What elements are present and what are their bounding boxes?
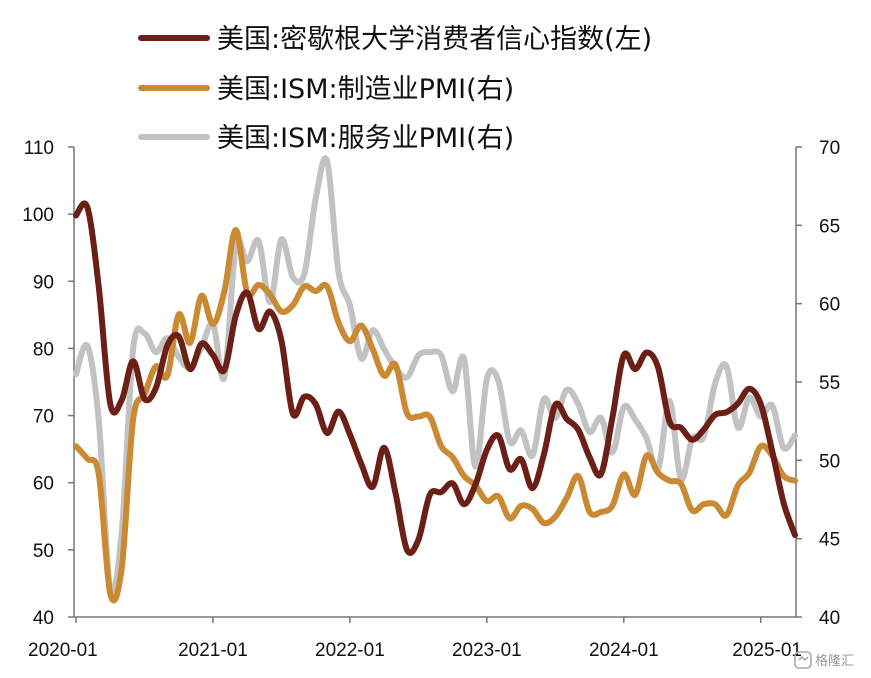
- series-layer: [73, 155, 798, 604]
- right-tick-label: 40: [819, 608, 840, 629]
- right-tick-label: 65: [819, 216, 840, 237]
- legend-label-manufacturing-pmi: 美国:ISM:制造业PMI(右): [217, 74, 514, 105]
- left-tick-label: 90: [33, 272, 54, 293]
- watermark: 格隆汇: [794, 651, 854, 669]
- watermark-text: 格隆汇: [815, 653, 854, 669]
- left-axis-ticks: 40 50 60 70 80 90 100 110: [22, 138, 74, 629]
- legend-label-services-pmi: 美国:ISM:服务业PMI(右): [217, 123, 514, 154]
- left-tick-label: 110: [24, 138, 54, 159]
- left-tick-label: 70: [33, 407, 54, 428]
- x-tick-label: 2023-01: [452, 640, 522, 661]
- legend-item-consumer-sentiment: 美国:密歇根大学消费者信心指数(左): [138, 24, 652, 55]
- axes: [73, 147, 797, 618]
- right-tick-label: 50: [819, 451, 840, 472]
- legend: 美国:密歇根大学消费者信心指数(左) 美国:ISM:制造业PMI(右) 美国:I…: [138, 24, 652, 154]
- legend-item-manufacturing-pmi: 美国:ISM:制造业PMI(右): [138, 74, 514, 105]
- right-tick-label: 60: [819, 295, 840, 316]
- right-tick-label: 45: [819, 530, 840, 551]
- x-tick-label: 2025-01: [732, 640, 802, 661]
- x-tick-label: 2022-01: [315, 640, 385, 661]
- series-line-consumer-sentiment: [73, 200, 798, 556]
- series-line-services-pmi: [73, 155, 798, 597]
- legend-label-consumer-sentiment: 美国:密歇根大学消费者信心指数(左): [217, 24, 652, 55]
- left-tick-label: 100: [22, 205, 54, 226]
- right-tick-label: 55: [819, 373, 840, 394]
- left-tick-label: 80: [33, 339, 54, 360]
- left-tick-label: 60: [33, 474, 54, 495]
- x-tick-label: 2020-01: [28, 640, 98, 661]
- x-axis-ticks: 2020-01 2021-01 2022-01 2023-01 2024-01 2025-…: [28, 617, 802, 661]
- x-tick-label: 2021-01: [178, 640, 248, 661]
- right-axis-ticks: 40 45 50 55 60 65 70: [796, 138, 840, 629]
- left-tick-label: 50: [33, 541, 54, 562]
- left-tick-label: 40: [33, 608, 54, 629]
- series-line-manufacturing-pmi: [73, 226, 798, 604]
- right-tick-label: 70: [819, 138, 840, 159]
- legend-item-services-pmi: 美国:ISM:服务业PMI(右): [138, 123, 514, 154]
- x-tick-label: 2024-01: [589, 640, 659, 661]
- watermark-logo-icon: [794, 651, 812, 669]
